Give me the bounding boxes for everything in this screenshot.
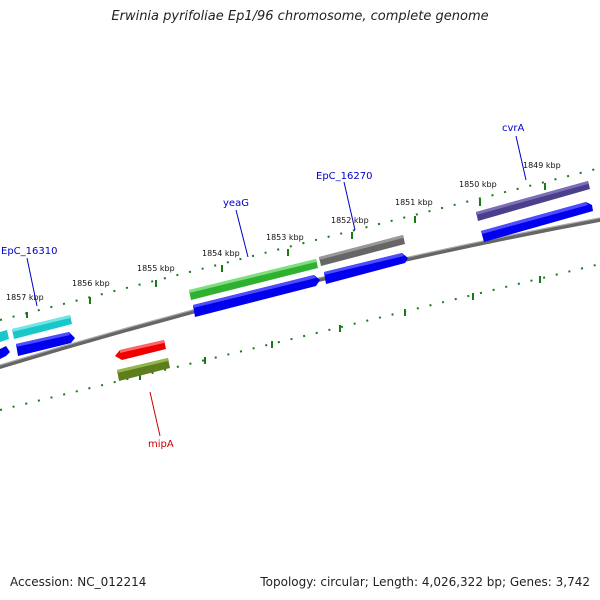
map-title: Erwinia pyrifoliae Ep1/96 chromosome, co… [111,9,489,24]
label-mipA[interactable]: mipA [148,439,174,450]
feature-yeaG[interactable] [189,259,318,300]
leader-yeaG [235,209,249,258]
tick-label: 1857 kbp [6,293,44,302]
label-EpC_16310[interactable]: EpC_16310 [1,246,57,257]
tick-label: 1851 kbp [395,198,433,207]
cds-yeaG[interactable] [193,275,320,317]
leader-EpC_16310 [26,257,38,307]
tick-label: 1850 kbp [459,180,497,189]
tick-label: 1852 kbp [331,216,369,225]
feature-cvrA[interactable] [476,181,590,221]
feature-EpC_16310[interactable] [0,315,72,342]
tick-label: 1855 kbp [137,264,175,273]
tick-label: 1849 kbp [523,161,561,170]
cds-mipA[interactable] [117,358,170,381]
feature-mipA[interactable] [115,340,166,360]
label-EpC_16270[interactable]: EpC_16270 [316,171,372,182]
leader-mipA [149,391,161,437]
feature-EpC_16270[interactable] [319,235,405,266]
label-cvrA[interactable]: cvrA [502,123,525,134]
cds-EpC_16270[interactable] [324,253,408,284]
leader-cvrA [515,135,527,181]
tick-label: 1856 kbp [72,279,110,288]
genome-summary-text: Topology: circular; Length: 4,026,322 bp… [260,575,590,589]
major-ticks [26,183,546,380]
leader-EpC_16270 [343,181,356,231]
accession-text: Accession: NC_012214 [10,575,147,589]
tick-label: 1853 kbp [266,233,304,242]
tick-label: 1854 kbp [202,249,240,258]
cds-EpC_16310[interactable] [0,332,75,359]
cds-cvrA[interactable] [481,202,593,242]
label-yeaG[interactable]: yeaG [223,198,249,209]
